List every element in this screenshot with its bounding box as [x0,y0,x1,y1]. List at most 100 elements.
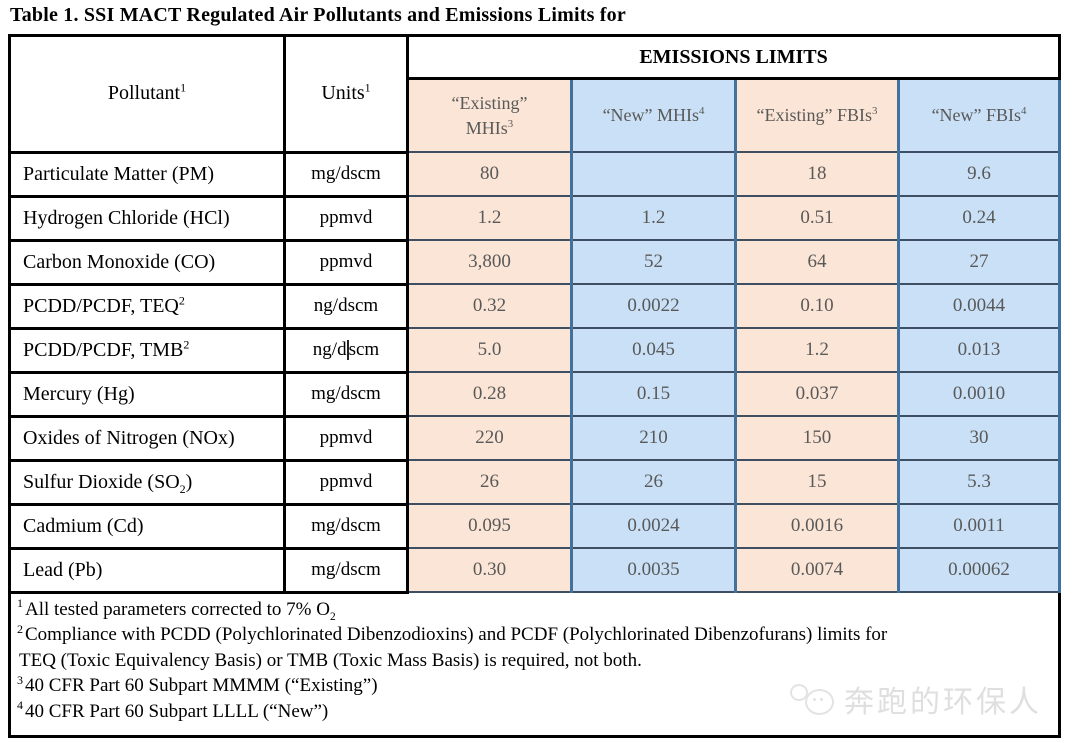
value-cell: 26 [570,459,737,505]
table-row: Oxides of Nitrogen (NOx) ppmvd 220 210 1… [8,414,1062,462]
pollutant-cell: Hydrogen Chloride (HCl) [8,194,286,242]
value-cell: 0.0022 [570,283,737,329]
table-row: Lead (Pb) mg/dscm 0.30 0.0035 0.0074 0.0… [8,546,1062,594]
value-cell: 220 [406,415,573,461]
footnote-marker: 2 [17,621,23,636]
col-header-units: Units1 [283,34,409,154]
value-cell: 0.24 [896,195,1062,241]
pollutant-cell: Carbon Monoxide (CO) [8,238,286,286]
value-cell: 15 [734,459,900,505]
value-cell: 0.0016 [734,503,900,549]
text-cursor [346,340,349,360]
table-row: PCDD/PCDF, TMB2 ng/d scm 5.0 0.045 1.2 0.… [8,326,1062,374]
value-cell: 1.2 [406,195,573,241]
pollutant-cell: Particulate Matter (PM) [8,150,286,198]
footnote-marker: 3 [17,672,23,687]
value-cell: 27 [896,239,1062,285]
emissions-limits-table: Pollutant1 Units1 EMISSIONS LIMITS “Exis… [8,34,1062,738]
footnote-line: 3 40 CFR Part 60 Subpart MMMM (“Existing”… [17,673,1050,699]
table-row: PCDD/PCDF, TEQ2 ng/dscm 0.32 0.0022 0.10… [8,282,1062,330]
value-cell: 0.30 [406,547,573,593]
watermark-text: 奔跑的环保人 [844,684,1043,720]
table-row: Sulfur Dioxide (SO2) ppmvd 26 26 15 5.3 [8,458,1062,506]
value-cell: 0.013 [896,327,1062,373]
units-cell: ppmvd [283,414,409,462]
units-cell: mg/dscm [283,546,409,594]
table-row: Carbon Monoxide (CO) ppmvd 3,800 52 64 2… [8,238,1062,286]
footnotes-cell: 1 All tested parameters corrected to 7% O… [8,591,1061,737]
chat-bubbles-icon [790,681,836,717]
footnote-line: 1 All tested parameters corrected to 7% O… [17,597,1050,623]
value-cell: 0.037 [734,371,900,417]
header-row-sub: “Existing” MHIs3 “New” MHIs4 “Existing” F… [10,77,1062,153]
value-cell: 0.00062 [896,547,1062,593]
col-header-emissions-limits: EMISSIONS LIMITS [405,34,1062,80]
pollutant-cell: Cadmium (Cd) [8,502,286,550]
footnote-text: 40 CFR Part 60 Subpart MMMM (“Existing”) [25,675,378,696]
footnote-text: Compliance with PCDD (Polychlorinated Di… [25,624,888,645]
value-cell: 5.0 [406,327,573,373]
value-cell: 0.0024 [570,503,737,549]
footnote-line: 4 40 CFR Part 60 Subpart LLLL (“New”) [17,699,1050,725]
units-cell: mg/dscm [283,150,409,198]
pollutant-cell: Lead (Pb) [8,546,286,594]
footnote-marker: 1 [17,596,23,611]
value-cell: 0.045 [570,327,737,373]
col-header-existing-mhis: “Existing” MHIs3 [406,77,573,153]
value-cell: 80 [406,151,573,197]
table-row: Particulate Matter (PM) mg/dscm 80 18 9.… [8,150,1062,198]
value-cell: 26 [406,459,573,505]
footnote-text: TEQ (Toxic Equivalency Basis) or TMB (To… [19,649,642,671]
units-cell: ppmvd [283,238,409,286]
value-cell: 0.0010 [896,371,1062,417]
table-row: Hydrogen Chloride (HCl) ppmvd 1.2 1.2 0.… [8,194,1062,242]
col-header-pollutant: Pollutant1 [8,34,286,154]
table-row: Cadmium (Cd) mg/dscm 0.095 0.0024 0.0016… [8,502,1062,550]
value-cell: 3,800 [406,239,573,285]
value-cell: 5.3 [896,459,1062,505]
units-cell: ng/dscm [283,282,409,330]
units-cell: ppmvd [283,458,409,506]
pollutant-cell: PCDD/PCDF, TMB2 [8,326,286,374]
col-header-new-fbis: “New” FBIs4 [896,77,1062,153]
footnote-text: All tested parameters corrected to 7% O2 [25,598,336,623]
value-cell: 210 [570,415,737,461]
col-header-existing-fbis: “Existing” FBIs3 [734,77,900,153]
value-cell [570,151,737,197]
pollutant-cell: Sulfur Dioxide (SO2) [8,458,286,506]
value-cell: 0.095 [406,503,573,549]
value-cell: 9.6 [896,151,1062,197]
footnote-line: 2 Compliance with PCDD (Polychlorinated D… [17,622,1050,648]
value-cell: 0.51 [734,195,900,241]
footnote-marker: 4 [17,698,23,713]
value-cell: 0.28 [406,371,573,417]
value-cell: 52 [570,239,737,285]
units-cell: mg/dscm [283,502,409,550]
col-header-new-mhis: “New” MHIs4 [570,77,737,153]
pollutant-cell: Mercury (Hg) [8,370,286,418]
table-row: Mercury (Hg) mg/dscm 0.28 0.15 0.037 0.0… [8,370,1062,418]
header-row-top: Pollutant1 Units1 EMISSIONS LIMITS [8,34,1062,154]
footnotes-row: 1 All tested parameters corrected to 7% O… [8,591,1061,737]
watermark: 奔跑的环保人 [790,677,1042,721]
value-cell: 0.0011 [896,503,1062,549]
value-cell: 1.2 [570,195,737,241]
pollutant-cell: Oxides of Nitrogen (NOx) [8,414,286,462]
value-cell: 64 [734,239,900,285]
value-cell: 0.0074 [734,547,900,593]
chat-bubble-small [790,683,809,701]
value-cell: 0.0044 [896,283,1062,329]
value-cell: 0.0035 [570,547,737,593]
value-cell: 0.32 [406,283,573,329]
footnote-text: 40 CFR Part 60 Subpart LLLL (“New”) [25,700,329,722]
value-cell: 150 [734,415,900,461]
units-cell: ppmvd [283,194,409,242]
value-cell: 0.10 [734,283,900,329]
value-cell: 0.15 [570,371,737,417]
chat-bubble-big [805,688,835,715]
value-cell: 30 [896,415,1062,461]
footnote-line: TEQ (Toxic Equivalency Basis) or TMB (To… [17,648,1050,674]
value-cell: 18 [734,151,900,197]
pollutant-cell: PCDD/PCDF, TEQ2 [8,282,286,330]
